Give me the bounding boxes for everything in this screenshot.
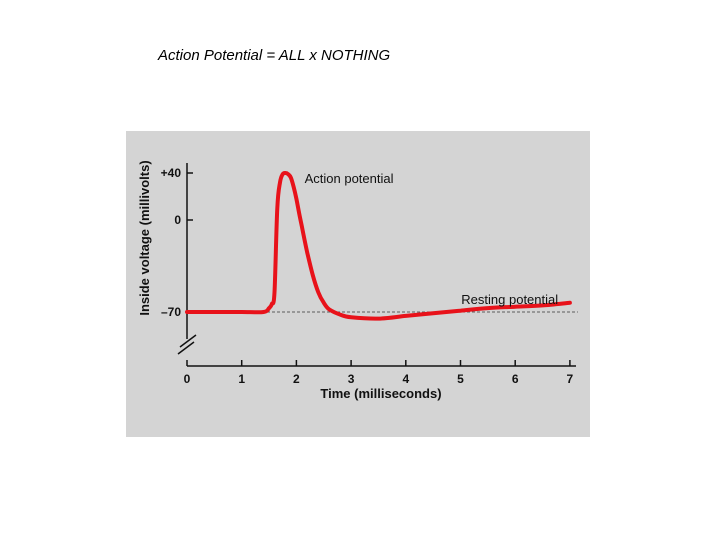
y-tick-label: 0: [174, 213, 181, 227]
y-tick-label: –70: [161, 305, 181, 319]
x-tick-label: 6: [512, 372, 519, 386]
x-tick-label: 4: [402, 372, 409, 386]
x-tick-label: 0: [184, 372, 191, 386]
action-potential-figure: Inside voltage (millivolts) Time (millis…: [126, 131, 590, 437]
axis-break-mark: [177, 334, 197, 355]
membrane-potential-curve: [185, 170, 572, 321]
annotations: Action potential Resting potential: [305, 171, 559, 307]
x-tick-label: 7: [567, 372, 574, 386]
x-tick-label: 3: [348, 372, 355, 386]
y-axis-title: Inside voltage (millivolts): [137, 160, 152, 315]
resting-potential-annotation: Resting potential: [461, 292, 558, 307]
x-ticks: 0 1 2 3 4 5 6 7: [184, 360, 574, 386]
y-tick-label: +40: [161, 166, 182, 180]
y-ticks: +40 0 –70: [161, 166, 193, 319]
action-potential-annotation: Action potential: [305, 171, 394, 186]
x-tick-label: 2: [293, 372, 300, 386]
x-tick-label: 5: [457, 372, 464, 386]
slide-title: Action Potential = ALL x NOTHING: [158, 47, 391, 64]
series-group: [185, 170, 572, 321]
x-tick-label: 1: [238, 372, 245, 386]
x-axis-title: Time (milliseconds): [320, 386, 441, 401]
action-potential-chart: Inside voltage (millivolts) Time (millis…: [137, 160, 578, 401]
